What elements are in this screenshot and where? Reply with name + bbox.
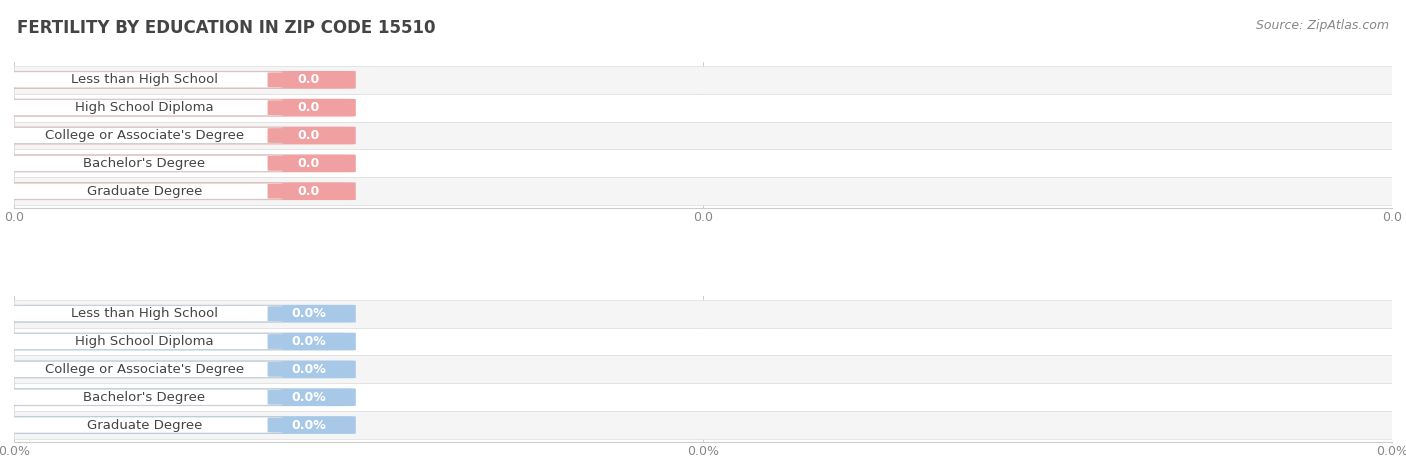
FancyBboxPatch shape (3, 127, 356, 144)
FancyBboxPatch shape (267, 156, 350, 171)
Text: High School Diploma: High School Diploma (75, 335, 214, 348)
FancyBboxPatch shape (6, 72, 283, 88)
Text: Graduate Degree: Graduate Degree (87, 185, 202, 198)
Text: Less than High School: Less than High School (70, 307, 218, 320)
FancyBboxPatch shape (6, 333, 283, 350)
FancyBboxPatch shape (3, 332, 356, 351)
FancyBboxPatch shape (6, 305, 283, 322)
Text: High School Diploma: High School Diploma (75, 101, 214, 114)
Text: 0.0: 0.0 (298, 129, 321, 142)
FancyBboxPatch shape (267, 362, 350, 377)
Text: Graduate Degree: Graduate Degree (87, 418, 202, 432)
Text: Bachelor's Degree: Bachelor's Degree (83, 391, 205, 404)
FancyBboxPatch shape (3, 154, 356, 172)
Text: Bachelor's Degree: Bachelor's Degree (83, 157, 205, 170)
Bar (14, 355, 1392, 383)
FancyBboxPatch shape (6, 183, 283, 199)
Bar (14, 122, 1392, 150)
Text: 0.0%: 0.0% (291, 363, 326, 376)
Text: Source: ZipAtlas.com: Source: ZipAtlas.com (1256, 19, 1389, 32)
Bar (14, 300, 1392, 328)
Bar (14, 411, 1392, 439)
FancyBboxPatch shape (267, 334, 350, 349)
Text: 0.0: 0.0 (298, 185, 321, 198)
FancyBboxPatch shape (267, 184, 350, 199)
FancyBboxPatch shape (6, 361, 283, 378)
FancyBboxPatch shape (6, 155, 283, 171)
FancyBboxPatch shape (267, 418, 350, 432)
Bar (14, 383, 1392, 411)
FancyBboxPatch shape (3, 99, 356, 116)
Text: 0.0%: 0.0% (291, 391, 326, 404)
Bar (14, 328, 1392, 355)
Text: 0.0: 0.0 (298, 101, 321, 114)
FancyBboxPatch shape (3, 182, 356, 200)
Bar (14, 150, 1392, 177)
Text: College or Associate's Degree: College or Associate's Degree (45, 129, 243, 142)
Text: 0.0%: 0.0% (291, 335, 326, 348)
Bar (14, 94, 1392, 122)
FancyBboxPatch shape (267, 73, 350, 87)
FancyBboxPatch shape (267, 128, 350, 143)
FancyBboxPatch shape (3, 388, 356, 406)
FancyBboxPatch shape (267, 100, 350, 115)
FancyBboxPatch shape (3, 305, 356, 323)
Text: FERTILITY BY EDUCATION IN ZIP CODE 15510: FERTILITY BY EDUCATION IN ZIP CODE 15510 (17, 19, 436, 37)
Text: 0.0%: 0.0% (291, 307, 326, 320)
FancyBboxPatch shape (6, 389, 283, 405)
FancyBboxPatch shape (6, 127, 283, 143)
FancyBboxPatch shape (6, 100, 283, 116)
Bar (14, 177, 1392, 205)
FancyBboxPatch shape (3, 71, 356, 89)
FancyBboxPatch shape (3, 361, 356, 378)
FancyBboxPatch shape (267, 390, 350, 405)
Text: 0.0%: 0.0% (291, 418, 326, 432)
Text: 0.0: 0.0 (298, 157, 321, 170)
Bar (14, 66, 1392, 94)
Text: College or Associate's Degree: College or Associate's Degree (45, 363, 243, 376)
Text: 0.0: 0.0 (298, 73, 321, 86)
FancyBboxPatch shape (3, 416, 356, 434)
FancyBboxPatch shape (267, 306, 350, 321)
FancyBboxPatch shape (6, 417, 283, 433)
Text: Less than High School: Less than High School (70, 73, 218, 86)
